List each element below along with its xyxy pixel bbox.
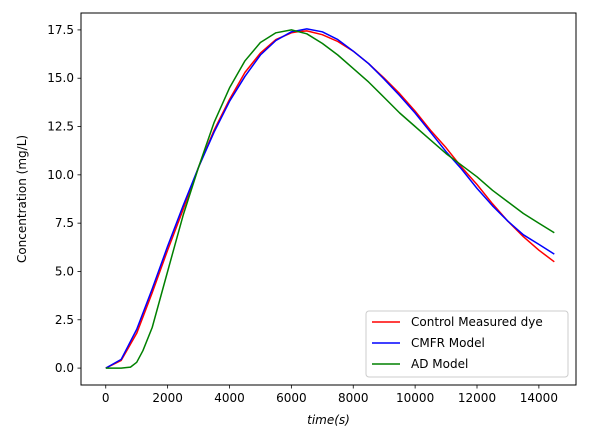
y-tick-label: 7.5	[55, 216, 74, 230]
y-tick-label: 12.5	[47, 120, 74, 134]
plot-frame	[80, 12, 577, 386]
x-tick-label: 6000	[276, 391, 307, 405]
x-tick-label: 2000	[152, 391, 183, 405]
x-axis-label: time(s)	[307, 413, 350, 427]
series-line-2	[105, 29, 555, 369]
y-tick-label: 5.0	[55, 264, 74, 278]
y-axis-label: Concentration (mg/L)	[15, 135, 29, 263]
x-tick-label: 12000	[458, 391, 496, 405]
series-line-0	[105, 30, 555, 369]
plot-series-group	[105, 28, 555, 369]
series-line-1	[105, 28, 555, 369]
x-tick-label: 14000	[520, 391, 558, 405]
x-tick-label: 10000	[396, 391, 434, 405]
x-tick-label: 8000	[338, 391, 369, 405]
y-axis: 0.0 2.5 5.0 7.5 10.0 12.5 15.0 17.5	[47, 23, 81, 375]
legend-box	[365, 310, 569, 378]
x-tick-label: 0	[102, 391, 110, 405]
y-tick-label: 15.0	[47, 71, 74, 85]
legend-label-1: CMFR Model	[411, 336, 485, 350]
legend: Control Measured dye CMFR Model AD Model	[365, 310, 569, 378]
x-axis: 0 2000 4000 6000 8000 10000 12000 14000	[102, 385, 558, 405]
x-tick-label: 4000	[214, 391, 245, 405]
y-tick-label: 17.5	[47, 23, 74, 37]
y-tick-label: 10.0	[47, 168, 74, 182]
legend-label-2: AD Model	[411, 357, 468, 371]
y-tick-label: 0.0	[55, 361, 74, 375]
y-tick-label: 2.5	[55, 313, 74, 327]
legend-label-0: Control Measured dye	[411, 315, 543, 329]
